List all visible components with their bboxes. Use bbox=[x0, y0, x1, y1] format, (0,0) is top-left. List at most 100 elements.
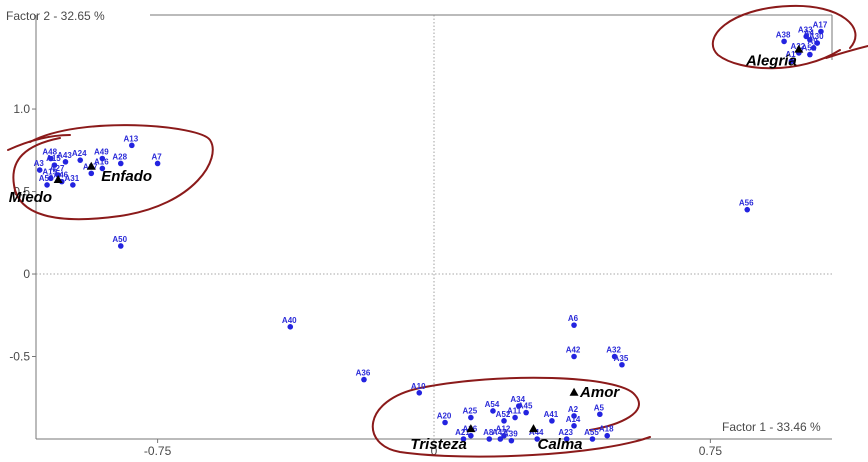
point-label-a39: A39 bbox=[503, 430, 518, 439]
point-a48 bbox=[47, 155, 54, 162]
point-label-a36: A36 bbox=[356, 369, 371, 378]
highlight-loop-alegria bbox=[711, 4, 868, 70]
point-a50 bbox=[117, 243, 124, 249]
point-label-a49: A49 bbox=[94, 148, 109, 157]
category-marker-enfado bbox=[86, 161, 96, 170]
category-label-amor: Amor bbox=[579, 384, 620, 401]
point-label-a7: A7 bbox=[151, 152, 162, 161]
point-a38 bbox=[781, 38, 787, 45]
point-a31 bbox=[70, 182, 76, 188]
point-a34 bbox=[515, 403, 522, 409]
point-label-a18: A18 bbox=[599, 425, 614, 434]
point-label-a42: A42 bbox=[566, 346, 581, 355]
x-tick-label: -0.75 bbox=[144, 444, 172, 458]
point-a20 bbox=[442, 419, 448, 426]
point-label-a55: A55 bbox=[584, 428, 599, 437]
point-a10 bbox=[416, 390, 423, 396]
point-label-a40: A40 bbox=[282, 316, 297, 325]
point-a5 bbox=[597, 411, 603, 418]
y-tick-label: 1.0 bbox=[13, 102, 30, 116]
point-a43 bbox=[62, 159, 69, 165]
point-label-a1: A1 bbox=[785, 50, 796, 59]
category-label-tristeza: Tristeza bbox=[410, 436, 466, 453]
category-marker-tristeza bbox=[466, 424, 476, 433]
point-label-a43: A43 bbox=[57, 151, 72, 160]
point-a45 bbox=[523, 409, 529, 416]
point-label-a12: A12 bbox=[496, 425, 511, 434]
point-a49 bbox=[99, 155, 106, 162]
point-a30 bbox=[814, 40, 821, 46]
point-a1 bbox=[788, 58, 795, 64]
category-marker-alegria bbox=[794, 44, 804, 53]
point-a44 bbox=[534, 436, 540, 442]
point-label-a50: A50 bbox=[112, 235, 127, 244]
point-label-a31: A31 bbox=[65, 174, 80, 183]
point-a2 bbox=[571, 413, 577, 419]
point-label-a35: A35 bbox=[614, 354, 629, 363]
y-tick-label: 0 bbox=[23, 267, 30, 281]
x-axis-label: Factor 1 - 33.46 % bbox=[722, 420, 821, 434]
point-a55 bbox=[589, 436, 596, 442]
point-label-a6: A6 bbox=[568, 314, 579, 323]
point-label-a21: A21 bbox=[455, 428, 470, 437]
point-label-a24: A24 bbox=[72, 149, 87, 158]
point-label-a23: A23 bbox=[558, 428, 573, 437]
x-tick-label: 0.75 bbox=[699, 444, 723, 458]
point-label-a17: A17 bbox=[813, 20, 828, 29]
y-axis-label: Factor 2 - 32.65 % bbox=[6, 9, 105, 23]
point-a53 bbox=[44, 182, 50, 188]
point-label-a8: A8 bbox=[483, 428, 494, 437]
point-label-a27: A27 bbox=[50, 164, 65, 173]
y-tick-label: -0.5 bbox=[9, 350, 30, 364]
point-label-a47: A47 bbox=[492, 428, 507, 437]
point-a8 bbox=[486, 436, 493, 442]
category-label-miedo: Miedo bbox=[9, 189, 52, 206]
point-label-a32: A32 bbox=[606, 346, 621, 355]
point-label-a48: A48 bbox=[42, 148, 57, 157]
category-label-alegria: Alegría bbox=[745, 53, 797, 70]
point-a13 bbox=[129, 142, 135, 149]
point-label-a25: A25 bbox=[463, 407, 478, 416]
x-tick-label: 0 bbox=[431, 444, 438, 458]
point-a54 bbox=[490, 408, 496, 414]
point-label-a51: A51 bbox=[802, 44, 817, 53]
category-marker-calma bbox=[529, 424, 538, 433]
point-a28 bbox=[117, 160, 124, 167]
point-a19 bbox=[47, 175, 54, 182]
point-label-a54: A54 bbox=[485, 400, 500, 409]
point-a12 bbox=[501, 432, 507, 439]
point-a52 bbox=[501, 418, 507, 424]
point-label-a44: A44 bbox=[529, 428, 544, 437]
point-a24 bbox=[77, 157, 84, 163]
category-marker-amor bbox=[569, 387, 579, 396]
point-label-a38: A38 bbox=[776, 30, 791, 39]
category-marker-miedo bbox=[53, 174, 63, 183]
point-a9 bbox=[810, 45, 817, 51]
point-label-a45: A45 bbox=[518, 402, 533, 411]
point-a42 bbox=[571, 353, 577, 360]
point-a35 bbox=[619, 361, 625, 368]
point-a17 bbox=[818, 28, 824, 35]
point-label-a5: A5 bbox=[594, 403, 605, 412]
point-label-a41: A41 bbox=[544, 410, 559, 419]
point-a26 bbox=[468, 432, 474, 439]
point-label-a16: A16 bbox=[94, 157, 109, 166]
point-a16 bbox=[99, 165, 106, 172]
point-a7 bbox=[154, 160, 161, 167]
point-a3 bbox=[36, 167, 43, 173]
point-label-a53: A53 bbox=[39, 174, 54, 183]
point-a6 bbox=[571, 322, 577, 328]
point-label-a52: A52 bbox=[496, 410, 511, 419]
point-label-a15: A15 bbox=[46, 154, 61, 163]
point-label-a19: A19 bbox=[42, 167, 57, 176]
point-label-a9: A9 bbox=[807, 37, 818, 46]
category-label-enfado: Enfado bbox=[101, 168, 152, 185]
point-label-a3: A3 bbox=[34, 159, 45, 168]
point-label-a11: A11 bbox=[507, 407, 522, 416]
point-label-a20: A20 bbox=[437, 412, 452, 421]
point-label-a28: A28 bbox=[112, 152, 127, 161]
point-a33 bbox=[803, 33, 810, 40]
point-label-a14: A14 bbox=[566, 415, 581, 424]
point-label-a46: A46 bbox=[53, 171, 68, 180]
